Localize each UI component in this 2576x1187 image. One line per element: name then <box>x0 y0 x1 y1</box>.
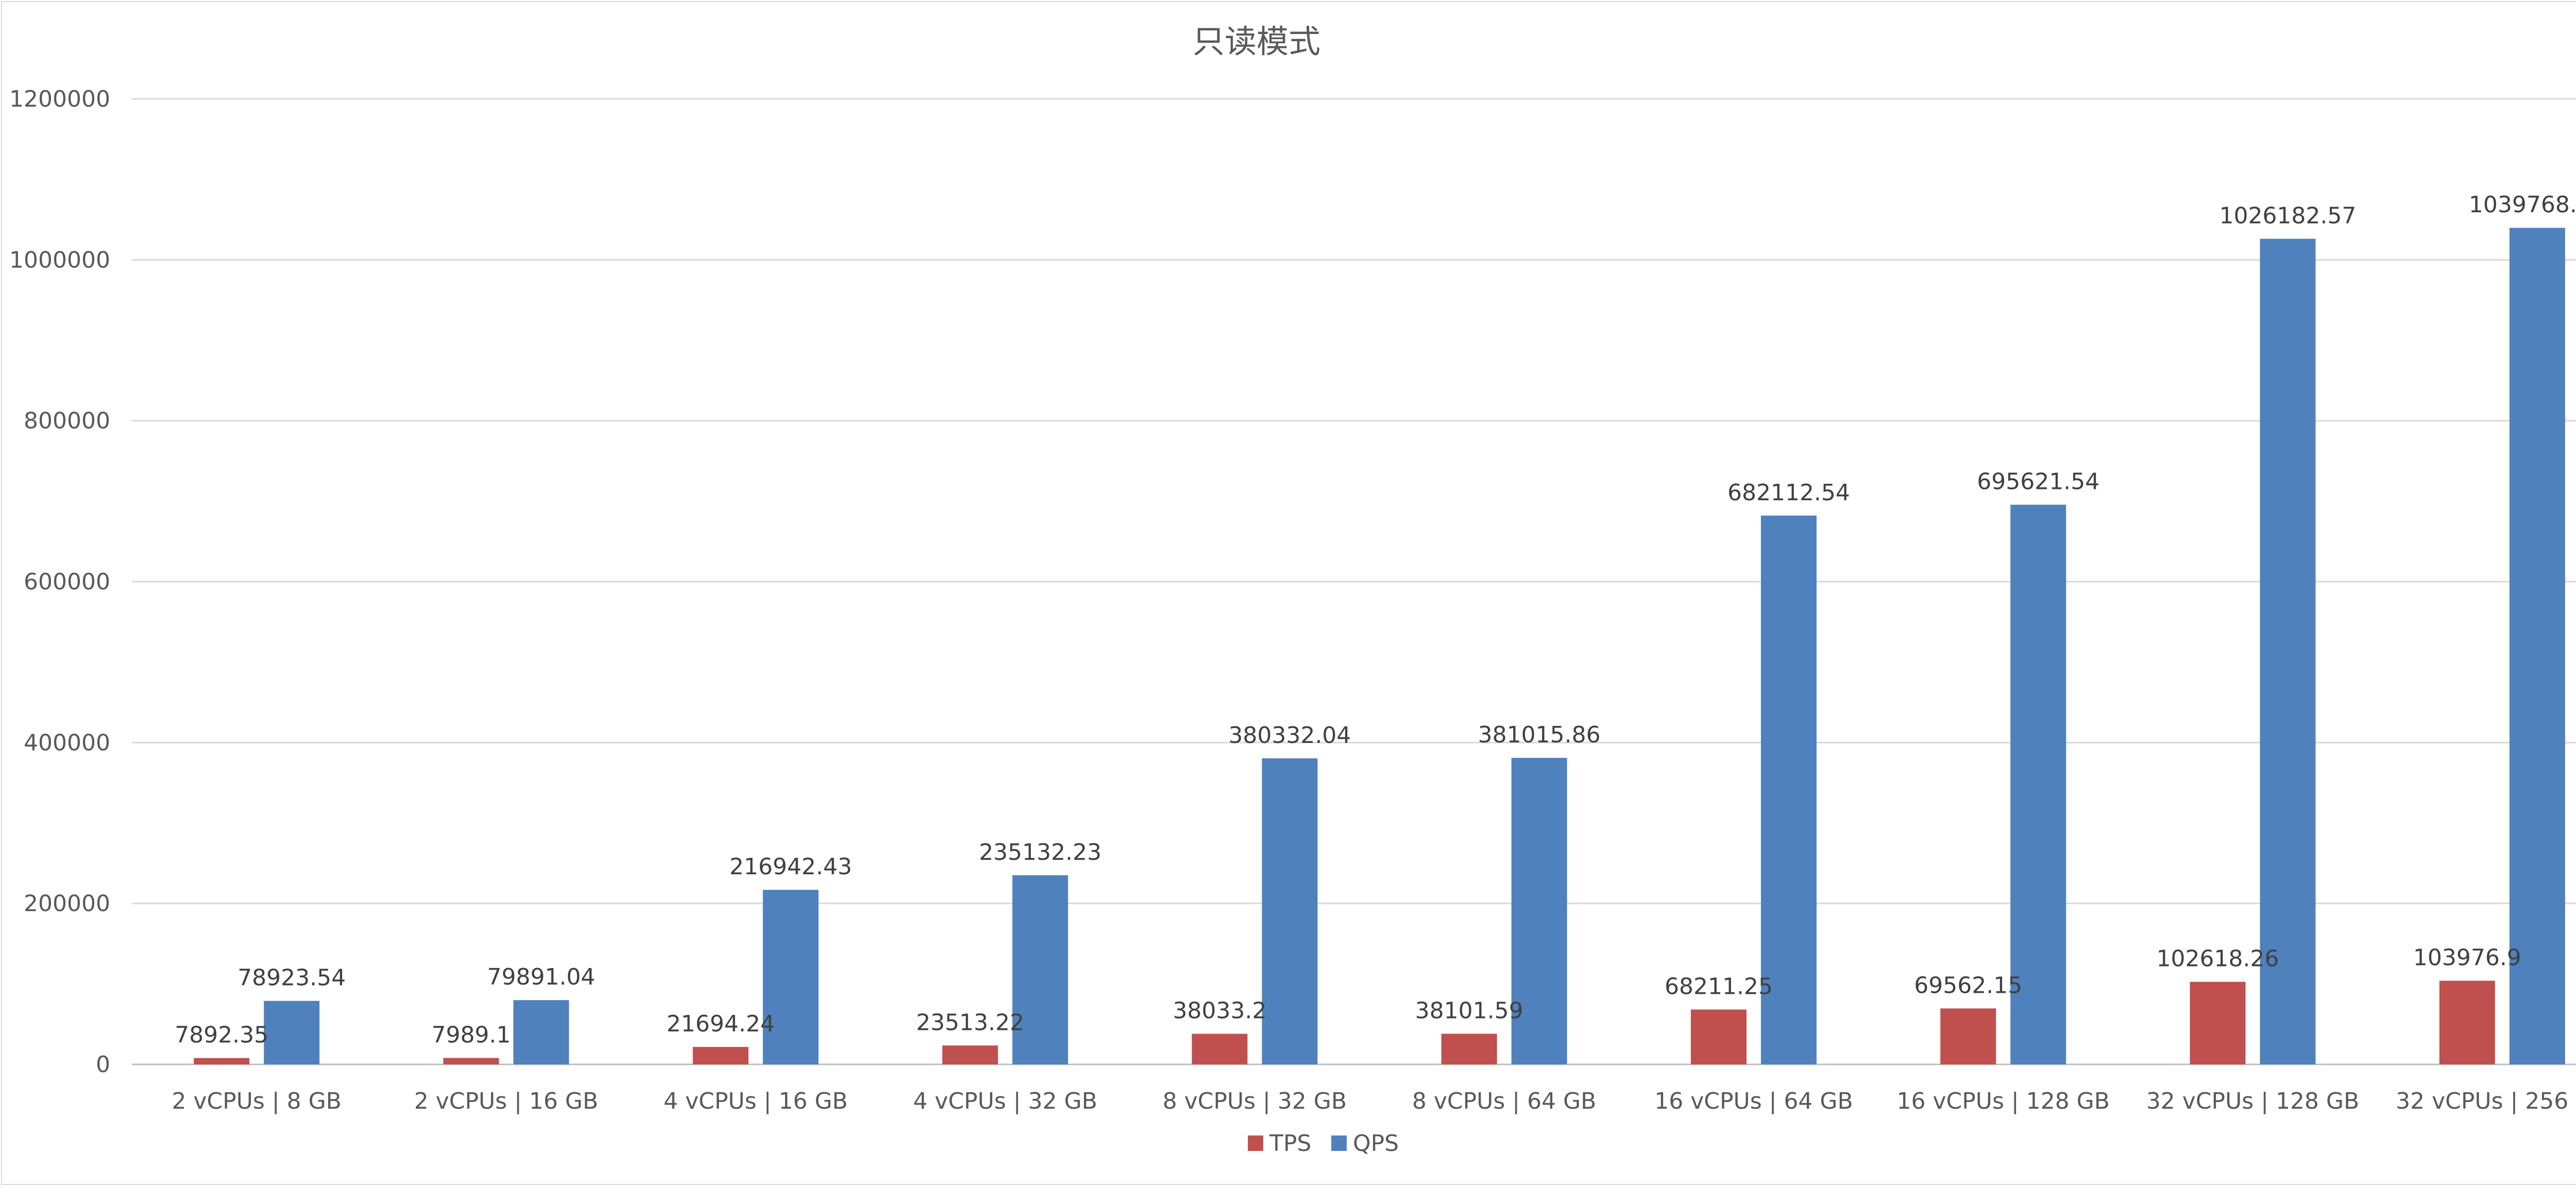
data-label-qps: 695621.54 <box>1977 469 2099 495</box>
y-tick-label: 0 <box>96 1052 110 1078</box>
bar-tps <box>1940 1008 1996 1064</box>
data-label-tps: 23513.22 <box>916 1009 1024 1036</box>
bar-qps <box>2260 239 2316 1065</box>
x-category-label: 4 vCPUs | 16 GB <box>664 1088 848 1114</box>
data-label-qps: 380332.04 <box>1228 722 1351 749</box>
bar-qps <box>762 890 819 1064</box>
legend-swatch-tps <box>1248 1135 1263 1151</box>
bar-tps <box>194 1058 250 1064</box>
x-category-label: 8 vCPUs | 32 GB <box>1163 1088 1347 1114</box>
data-label-tps: 68211.25 <box>1665 973 1773 999</box>
x-category-label: 4 vCPUs | 32 GB <box>913 1088 1097 1114</box>
bar-tps <box>2190 981 2246 1064</box>
data-label-tps: 38033.2 <box>1173 998 1266 1024</box>
bar-tps <box>1690 1009 1747 1064</box>
bar-qps <box>2010 504 2066 1064</box>
bar-qps <box>2509 228 2565 1065</box>
data-label-tps: 21694.24 <box>667 1011 775 1037</box>
data-label-tps: 102618.26 <box>2157 946 2279 972</box>
bar-qps <box>1262 758 1318 1064</box>
bar-tps <box>2439 980 2495 1064</box>
bar-qps <box>264 1001 320 1064</box>
data-label-qps: 1026182.57 <box>2219 202 2357 229</box>
data-label-qps: 381015.86 <box>1478 722 1601 748</box>
bar-qps <box>513 1000 569 1064</box>
y-tick-label: 200000 <box>24 891 110 917</box>
data-label-qps: 78923.54 <box>238 965 346 991</box>
bar-qps <box>1012 875 1069 1064</box>
y-tick-label: 1200000 <box>9 86 110 112</box>
bar-tps <box>1192 1033 1248 1064</box>
data-label-qps: 682112.54 <box>1727 480 1850 506</box>
data-label-tps: 38101.59 <box>1415 997 1523 1024</box>
x-category-label: 32 vCPUs | 128 GB <box>2146 1088 2359 1114</box>
data-label-qps: 1039768.98 <box>2469 192 2576 218</box>
bar-qps <box>1511 757 1567 1064</box>
data-label-tps: 7989.1 <box>431 1022 511 1048</box>
legend-label-qps: QPS <box>1353 1130 1399 1157</box>
gridlines <box>132 98 2576 1065</box>
legend-swatch-qps <box>1331 1135 1347 1151</box>
y-tick-label: 1000000 <box>9 247 110 273</box>
bar-qps <box>1760 515 1817 1064</box>
bar-tps <box>443 1058 499 1064</box>
x-category-label: 2 vCPUs | 8 GB <box>172 1088 341 1114</box>
x-category-label: 8 vCPUs | 64 GB <box>1412 1088 1596 1114</box>
data-label-qps: 216942.43 <box>730 854 852 880</box>
x-axis-category-labels: 2 vCPUs | 8 GB 2 vCPUs | 16 GB 4 vCPUs | 1… <box>172 1088 2576 1114</box>
y-tick-label: 800000 <box>24 408 110 434</box>
data-label-tps: 69562.15 <box>1914 972 2022 998</box>
x-category-label: 32 vCPUs | 256 GB <box>2396 1088 2576 1114</box>
x-category-label: 16 vCPUs | 64 GB <box>1654 1088 1853 1114</box>
data-label-tps: 7892.35 <box>175 1022 268 1048</box>
bar-tps <box>692 1047 749 1064</box>
chart-title: 只读模式 <box>1193 23 1320 60</box>
data-label-qps: 79891.04 <box>487 964 595 990</box>
data-label-tps: 103976.9 <box>2413 945 2521 971</box>
x-category-label: 2 vCPUs | 16 GB <box>414 1088 598 1114</box>
y-axis-tick-labels: 0 200000 400000 600000 800000 1000000 1200000 <box>9 86 110 1078</box>
bar-tps <box>942 1045 998 1064</box>
x-category-label: 16 vCPUs | 128 GB <box>1897 1088 2110 1114</box>
legend-label-tps: TPS <box>1269 1130 1311 1157</box>
data-label-qps: 235132.23 <box>979 839 1101 866</box>
data-labels: 7892.35 78923.54 7989.1 79891.04 21694.24 216… <box>175 192 2576 1048</box>
y-tick-label: 600000 <box>24 569 110 595</box>
y-tick-label: 400000 <box>24 730 110 756</box>
bar-tps <box>1441 1033 1497 1064</box>
legend: TPS QPS <box>1248 1130 1399 1157</box>
bars <box>194 228 2565 1065</box>
